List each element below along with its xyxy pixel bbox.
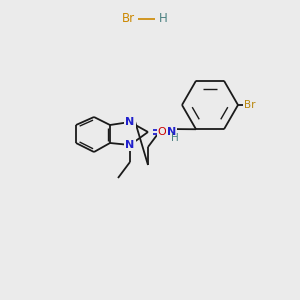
Text: O: O (158, 127, 166, 137)
Text: N: N (125, 117, 135, 127)
Text: Br: Br (244, 100, 256, 110)
Text: H: H (171, 133, 179, 143)
Text: N: N (125, 140, 135, 150)
Text: N: N (167, 127, 176, 137)
Text: H: H (159, 13, 167, 26)
Text: Br: Br (122, 13, 135, 26)
